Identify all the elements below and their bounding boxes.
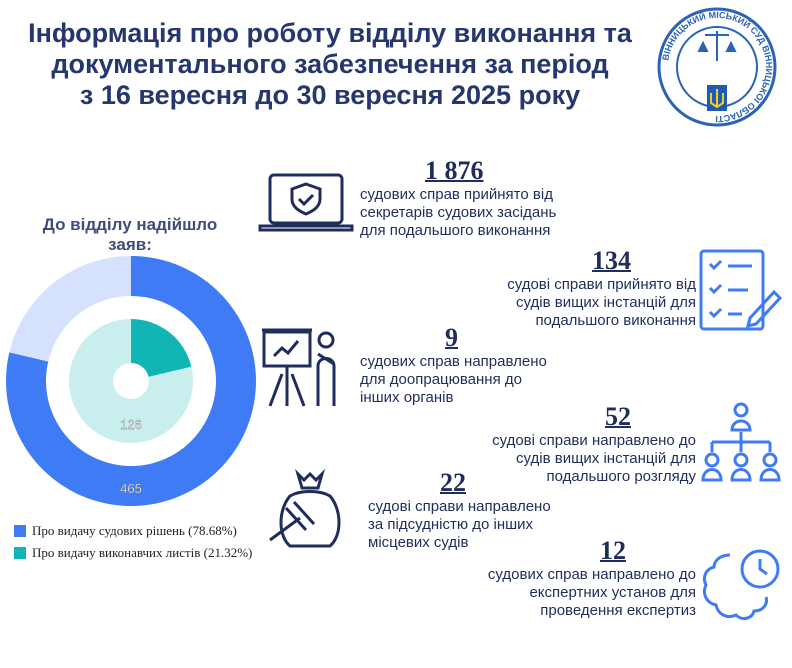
chart-title: До відділу надійшло заяв:	[42, 215, 218, 254]
outer-slice	[5, 256, 256, 506]
page-title: Інформація про роботу відділу виконання …	[28, 18, 632, 110]
checklist-icon	[699, 249, 783, 331]
brain-clock-icon	[702, 549, 780, 620]
legend: Про видачу судових рішень (78.68%) Про в…	[14, 523, 252, 561]
hierarchy-icon	[701, 402, 781, 482]
laptop-shield-icon	[258, 173, 354, 232]
data-label-inner: 126	[120, 417, 142, 432]
court-logo: ВІННИЦЬКИЙ МІСЬКИЙ СУД ВІННИЦЬКОЇ ОБЛАСТ…	[657, 7, 777, 127]
gavel-icon	[269, 468, 341, 548]
data-label-outer: 465	[120, 481, 142, 496]
stat-block: 9 судових справ направлено для доопрацюва…	[360, 323, 547, 406]
legend-swatch	[14, 525, 26, 537]
inner-slice	[131, 319, 192, 377]
donut-chart: 465 126	[5, 256, 256, 506]
presenter-board-icon	[262, 328, 336, 407]
legend-item: Про видачу виконавчих листів (21.32%)	[14, 545, 252, 561]
legend-item: Про видачу судових рішень (78.68%)	[14, 523, 252, 539]
stat-block: 52 судові справи направлено до судів вищи…	[492, 402, 696, 485]
stat-block: 12 судових справ направлено до експертних…	[487, 536, 696, 619]
legend-swatch	[14, 547, 26, 559]
inner-remainder	[68, 319, 193, 443]
outer-remainder	[9, 256, 131, 362]
stat-block: 22 судові справи направлено за підсудніст…	[368, 468, 551, 551]
stat-block: 134 судові справи прийнято від судів вищи…	[507, 246, 696, 329]
stat-block: 1 876 судових справ прийнято від секретар…	[360, 156, 557, 239]
